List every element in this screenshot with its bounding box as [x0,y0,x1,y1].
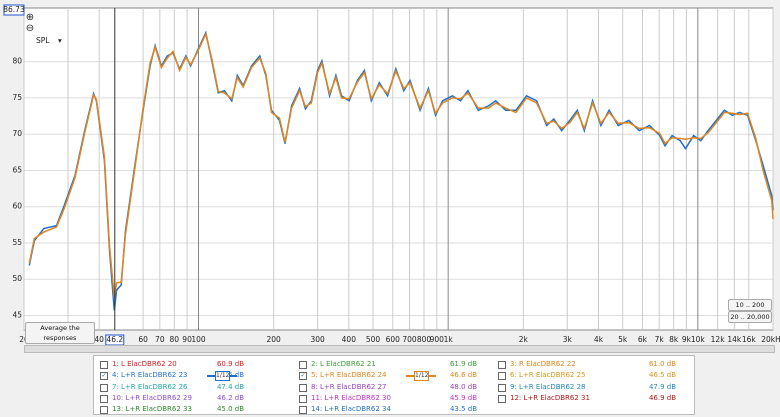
entry-name: 9: L+R ElacDBR62 28 [510,382,586,391]
x-tick-label: 300 [310,335,325,344]
entry-value: 45.9 dB [449,393,477,402]
smoothing-widget[interactable]: 1/12 [207,371,237,382]
x-tick-label: 12k [711,335,726,344]
checkbox[interactable]: ✓ [299,372,307,381]
average-button[interactable]: Average the responses [25,322,95,344]
entry-name: 6: L+R ElacDBR62 25 [510,371,586,380]
y-tick-label: 45 [12,310,22,319]
entry-value: 45.0 dB [216,405,244,414]
checkbox[interactable] [498,361,506,369]
y-tick-label: 65 [12,165,22,174]
entry-name: 7: L+R ElacDBR62 26 [112,382,188,391]
x-tick-label: 80 [170,335,180,344]
y-unit[interactable]: SPL [36,36,50,45]
x-tick-label: 700 [402,335,417,344]
x-tick-label: 60 [138,335,148,344]
x-tick-label: 600 [386,335,401,344]
entry-name: 2: L ElacDBR62 21 [311,360,376,368]
entry-name: 13: L+R ElacDBR62 33 [112,405,192,414]
entry-name: 5: L+R ElacDBR62 24 [311,371,387,380]
entry-value: 47.9 dB [648,382,676,391]
checkbox[interactable] [100,383,108,392]
x-tick-label: 70 [155,335,165,344]
x-tick-label: 100 [191,335,206,344]
x-tick-label: 40 [94,335,104,344]
response-curve [28,31,774,298]
checkbox[interactable] [100,406,108,415]
x-tick-label: 6k [638,335,648,344]
y-tick-label: 75 [12,93,22,102]
checkbox[interactable] [498,372,506,381]
y-tick-label: 55 [12,238,22,247]
smoothing-label[interactable]: 1/12 [414,371,429,382]
smoothing-label[interactable]: 1/12 [215,371,230,382]
entry-name: 8: L+R ElacDBR62 27 [311,382,387,391]
graph-area: SPL ▾ ⊕ ⊖ 455055606570758020304060708090… [3,4,780,346]
x-tick-label: 9k [682,335,692,344]
scrollbar[interactable] [24,345,775,353]
x-tick-label: 20kHz [761,335,780,344]
legend-panel: 1: L ElacDBR62 20 60.9 dB 2: L ElacDBR62 2… [93,355,695,415]
entry-name: 1: L ElacDBR62 20 [112,360,177,368]
entry-name: 11: L+R ElacDBR62 30 [311,393,391,402]
entry-value: 61.0 dB [648,360,676,368]
range-button[interactable]: 20 .. 20,000 [728,311,772,323]
x-tick-label: 16k [742,335,757,344]
x-tick-label: 2k [519,335,529,344]
x-tick-label: 90 [182,335,192,344]
entry-value: 60.9 dB [216,360,244,368]
entry-value: 47.4 dB [216,382,244,391]
grid [23,8,774,330]
dropdown-arrow[interactable]: ▾ [58,36,62,45]
x-tick-label: 900 [430,335,445,344]
x-tick-label: 8k [669,335,679,344]
x-tick-label: 20 [19,335,29,344]
y-tick-label: 80 [12,57,22,66]
zoom-in[interactable]: ⊕ [26,12,34,23]
entry-value: 43.5 dB [449,405,477,414]
x-tick-label: 4k [594,335,604,344]
y-tick-label: 70 [12,129,22,138]
entry-value: 46.2 dB [216,393,244,402]
checkbox[interactable] [498,394,506,403]
entry-value: 48.0 dB [449,382,477,391]
checkbox[interactable] [299,406,307,415]
x-tick-label: 5k [618,335,628,344]
zoom-out[interactable]: ⊖ [26,23,34,34]
checkbox[interactable] [100,394,108,403]
y-tick-label: 50 [12,274,22,283]
checkbox[interactable] [498,383,506,392]
plot-background [23,7,774,331]
entry-name: 10: L+R ElacDBR62 29 [112,393,192,402]
checkbox[interactable]: ✓ [100,372,108,381]
x-tick-label: 400 [342,335,357,344]
smoothing-widget[interactable]: 1/12 [406,371,436,382]
checkbox[interactable] [100,361,108,369]
x-tick-label: 500 [366,335,381,344]
cursor-y-label: 86.73 [3,5,25,14]
checkbox[interactable] [299,383,307,392]
x-tick-label: 800 [417,335,432,344]
x-tick-label: 7k [655,335,665,344]
x-tick-label: 3k [563,335,573,344]
x-tick-label: 200 [267,335,282,344]
checkbox[interactable] [299,361,307,369]
entry-name: 3: R ElacDBR62 22 [510,360,576,368]
y-tick-label: 60 [12,202,22,211]
cursor-y-box [3,4,25,16]
entry-name: 4: L+R ElacDBR62 23 [112,371,188,380]
entry-value: 46.9 dB [648,393,676,402]
checkbox[interactable] [299,394,307,403]
cursor-x-label: 46.2 [106,335,123,344]
x-tick-label: 14k [727,335,742,344]
entry-value: 61.9 dB [449,360,477,368]
x-tick-label: 10k [691,335,706,344]
entry-name: 14: L+R ElacDBR62 34 [311,405,391,414]
entry-name: 12: L+R ElacDBR62 31 [510,393,590,402]
entry-value: 46.5 dB [648,371,676,380]
entry-value: 46.6 dB [449,371,477,380]
range-button[interactable]: 10 .. 200 [728,299,772,311]
x-tick-label: 1k [444,335,454,344]
